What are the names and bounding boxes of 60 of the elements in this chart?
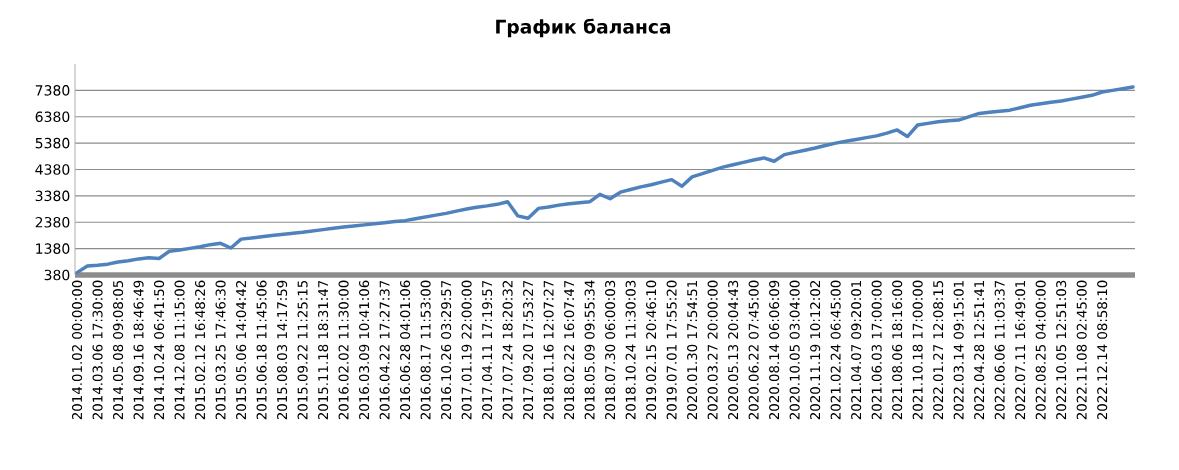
x-tick-label: 2015.02.12 16:48:26	[195, 280, 206, 420]
x-tick-label: 2017.09.20 17:53:27	[523, 280, 534, 420]
x-tick-label: 2015.06.18 11:45:06	[256, 280, 267, 420]
x-tick-label: 2018.05.09 09:55:34	[584, 280, 595, 420]
x-tick-label: 2014.05.08 09:08:05	[113, 280, 124, 420]
x-tick-label: 2020.08.14 06:06:09	[769, 280, 780, 420]
x-tick-label: 2015.03.25 17:46:30	[215, 280, 226, 420]
y-tick-label: 3380	[35, 190, 70, 202]
x-tick-label: 2016.03.09 10:41:06	[359, 280, 370, 420]
x-tick-label: 2014.03.06 17:30:00	[92, 280, 103, 420]
x-tick-label: 2022.12.14 08:58:10	[1097, 280, 1108, 420]
x-tick-label: 2014.01.02 00:00:00	[72, 280, 83, 420]
x-tick-label: 2021.02.24 06:45:00	[830, 280, 841, 420]
x-tick-label: 2020.03.27 20:00:00	[707, 280, 718, 420]
x-tick-label: 2014.09.16 18:46:49	[133, 280, 144, 420]
x-tick-label: 2022.11.08 02:45:00	[1076, 280, 1087, 420]
y-tick-label: 380	[44, 269, 70, 281]
x-tick-label: 2022.07.11 16:49:01	[1015, 280, 1026, 420]
x-tick-label: 2020.01.30 17:54:51	[687, 280, 698, 420]
x-tick-label: 2018.01.16 12:07:27	[543, 280, 554, 420]
x-tick-label: 2018.07.30 06:00:03	[605, 280, 616, 420]
x-tick-label: 2020.11.19 10:12:02	[810, 281, 821, 420]
x-tick-label: 2020.05.13 20:04:43	[728, 280, 739, 420]
x-tick-label: 2022.08.25 04:00:00	[1035, 280, 1046, 420]
x-tick-label: 2015.08.03 14:17:59	[277, 280, 288, 420]
x-tick-label: 2022.01.27 12:08:15	[933, 280, 944, 420]
x-tick-label: 2021.04.07 09:20:01	[851, 280, 862, 420]
x-tick-label: 2015.11.18 18:31:47	[318, 280, 329, 420]
x-tick-label: 2019.07.01 17:55:20	[666, 280, 677, 420]
y-tick-label: 1380	[36, 243, 70, 254]
x-tick-label: 2018.10.24 11:30:03	[625, 280, 636, 420]
x-tick-label: 2016.08.17 11:53:00	[420, 280, 431, 420]
x-tick-label: 2022.06.06 11:03:37	[994, 280, 1005, 420]
x-tick-label: 2014.10.24 06:41:50	[154, 280, 165, 420]
y-tick-label: 7380	[35, 85, 70, 96]
x-tick-label: 2020.06.22 07:45:00	[748, 280, 759, 420]
x-tick-label: 2022.03.14 09:15:01	[953, 280, 964, 420]
x-tick-label: 2014.12.08 11:15:00	[174, 280, 185, 420]
y-tick-label: 2380	[35, 216, 70, 228]
y-tick-label: 6380	[35, 111, 70, 123]
x-tick-label: 2021.06.03 17:00:00	[871, 280, 882, 420]
x-tick-label: 2017.07.24 18:20:32	[502, 281, 513, 420]
x-tick-label: 2018.02.22 16:07:47	[564, 280, 575, 420]
x-tick-label: 2021.10.18 17:00:00	[912, 280, 923, 420]
x-tick-label: 2015.09.22 11:25:15	[297, 280, 308, 420]
x-tick-label: 2022.04.28 12:51:41	[974, 280, 985, 420]
x-tick-label: 2016.06.28 04:01:06	[400, 280, 411, 420]
x-tick-label: 2016.02.02 11:30:00	[338, 280, 349, 420]
x-tick-label: 2016.10.26 03:29:57	[441, 280, 452, 420]
y-tick-label: 5380	[35, 137, 70, 149]
x-tick-label: 2021.08.06 18:16:00	[892, 280, 903, 420]
x-tick-label: 2019.02.15 20:46:10	[646, 280, 657, 420]
x-tick-label: 2016.04.22 17:27:37	[379, 280, 390, 420]
x-tick-label: 2015.05.06 14:04:42	[236, 281, 247, 420]
x-tick-label: 2017.01.19 22:00:00	[461, 280, 472, 420]
x-tick-label: 2020.10.05 03:04:00	[789, 280, 800, 420]
x-tick-label: 2017.04.11 17:19:57	[482, 280, 493, 420]
x-tick-label: 2022.10.05 12:51:03	[1056, 280, 1067, 420]
chart-title: График баланса	[496, 18, 671, 38]
y-tick-label: 4380	[35, 164, 70, 175]
